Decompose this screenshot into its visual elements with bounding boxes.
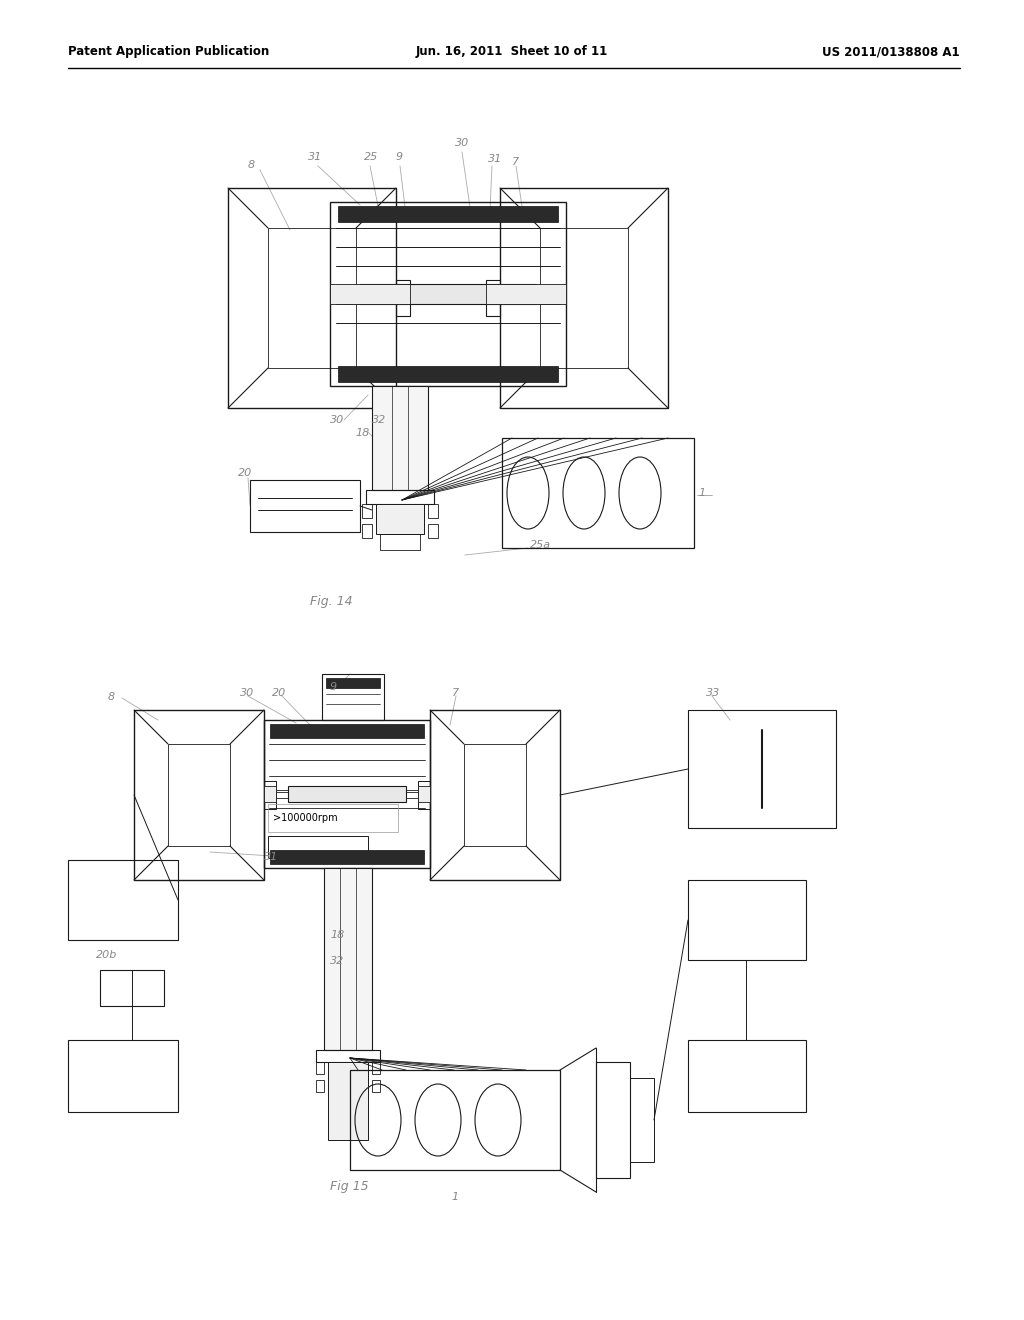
Bar	[316, 1080, 324, 1092]
Bar	[536, 288, 558, 300]
Bar	[502, 438, 694, 548]
Text: 18: 18	[355, 428, 370, 438]
Bar	[486, 280, 500, 315]
Text: 9: 9	[330, 682, 337, 692]
Text: 8: 8	[248, 160, 255, 170]
Text: 30: 30	[330, 414, 344, 425]
Bar	[596, 1063, 630, 1177]
Text: 7: 7	[512, 157, 519, 168]
Text: 30: 30	[455, 139, 469, 148]
Text: 20: 20	[272, 688, 287, 698]
Text: 8: 8	[108, 692, 115, 702]
Text: 25a: 25a	[530, 540, 551, 550]
Bar	[288, 785, 406, 803]
Bar	[68, 861, 178, 940]
Text: 32: 32	[372, 414, 386, 425]
Bar	[406, 789, 424, 799]
Bar	[264, 781, 276, 809]
Bar	[322, 675, 384, 719]
Bar	[372, 385, 428, 490]
Bar	[688, 1040, 806, 1111]
Bar	[430, 710, 560, 880]
Text: 31: 31	[488, 154, 502, 164]
Bar	[228, 187, 396, 408]
Text: US 2011/0138808 A1: US 2011/0138808 A1	[822, 45, 961, 58]
Bar	[270, 723, 424, 738]
Bar	[630, 1078, 654, 1162]
Bar	[418, 781, 430, 809]
Bar	[362, 504, 372, 517]
Bar	[372, 1063, 380, 1074]
Bar	[270, 850, 424, 865]
Text: 9: 9	[396, 152, 403, 162]
Text: 20: 20	[238, 469, 252, 478]
Bar	[376, 504, 424, 535]
Bar	[330, 202, 566, 385]
Bar	[366, 490, 434, 504]
Bar	[268, 836, 368, 858]
Bar	[338, 206, 558, 222]
Bar	[268, 804, 398, 832]
Text: 31: 31	[264, 851, 279, 862]
Bar	[328, 1063, 368, 1140]
Bar	[428, 524, 438, 539]
Bar	[134, 710, 264, 880]
Text: 18: 18	[330, 931, 344, 940]
Text: 25: 25	[364, 152, 378, 162]
Bar	[316, 1049, 380, 1063]
Text: 1: 1	[452, 1192, 459, 1203]
Bar	[428, 504, 438, 517]
Bar	[362, 524, 372, 539]
Text: 32: 32	[330, 956, 344, 966]
Bar	[324, 869, 372, 1049]
Text: 30: 30	[240, 688, 254, 698]
Bar	[360, 284, 536, 304]
Text: Patent Application Publication: Patent Application Publication	[68, 45, 269, 58]
Bar	[338, 288, 360, 300]
Bar	[396, 280, 410, 315]
Bar	[418, 785, 430, 803]
Bar	[250, 480, 360, 532]
Bar	[68, 1040, 178, 1111]
Bar	[464, 744, 526, 846]
Bar	[372, 1080, 380, 1092]
Text: >100000rpm: >100000rpm	[273, 813, 338, 822]
Text: 1: 1	[698, 488, 706, 498]
Bar	[688, 710, 836, 828]
Bar	[168, 744, 230, 846]
Text: 33: 33	[706, 688, 720, 698]
Text: 31: 31	[308, 152, 323, 162]
Bar	[540, 228, 628, 368]
Bar	[338, 366, 558, 381]
Bar	[264, 719, 430, 869]
Bar	[330, 284, 410, 304]
Text: Fig 15: Fig 15	[330, 1180, 369, 1193]
Bar	[350, 1071, 560, 1170]
Bar	[380, 535, 420, 550]
Bar	[268, 228, 356, 368]
Text: Jun. 16, 2011  Sheet 10 of 11: Jun. 16, 2011 Sheet 10 of 11	[416, 45, 608, 58]
Text: Fig. 14: Fig. 14	[310, 595, 352, 609]
Bar	[270, 789, 288, 799]
Bar	[688, 880, 806, 960]
Bar	[486, 284, 566, 304]
Text: 7: 7	[452, 688, 459, 698]
Bar	[500, 187, 668, 408]
Bar	[264, 785, 276, 803]
Bar	[326, 678, 380, 688]
Bar	[100, 970, 164, 1006]
Bar	[316, 1063, 324, 1074]
Text: 20b: 20b	[96, 950, 118, 960]
